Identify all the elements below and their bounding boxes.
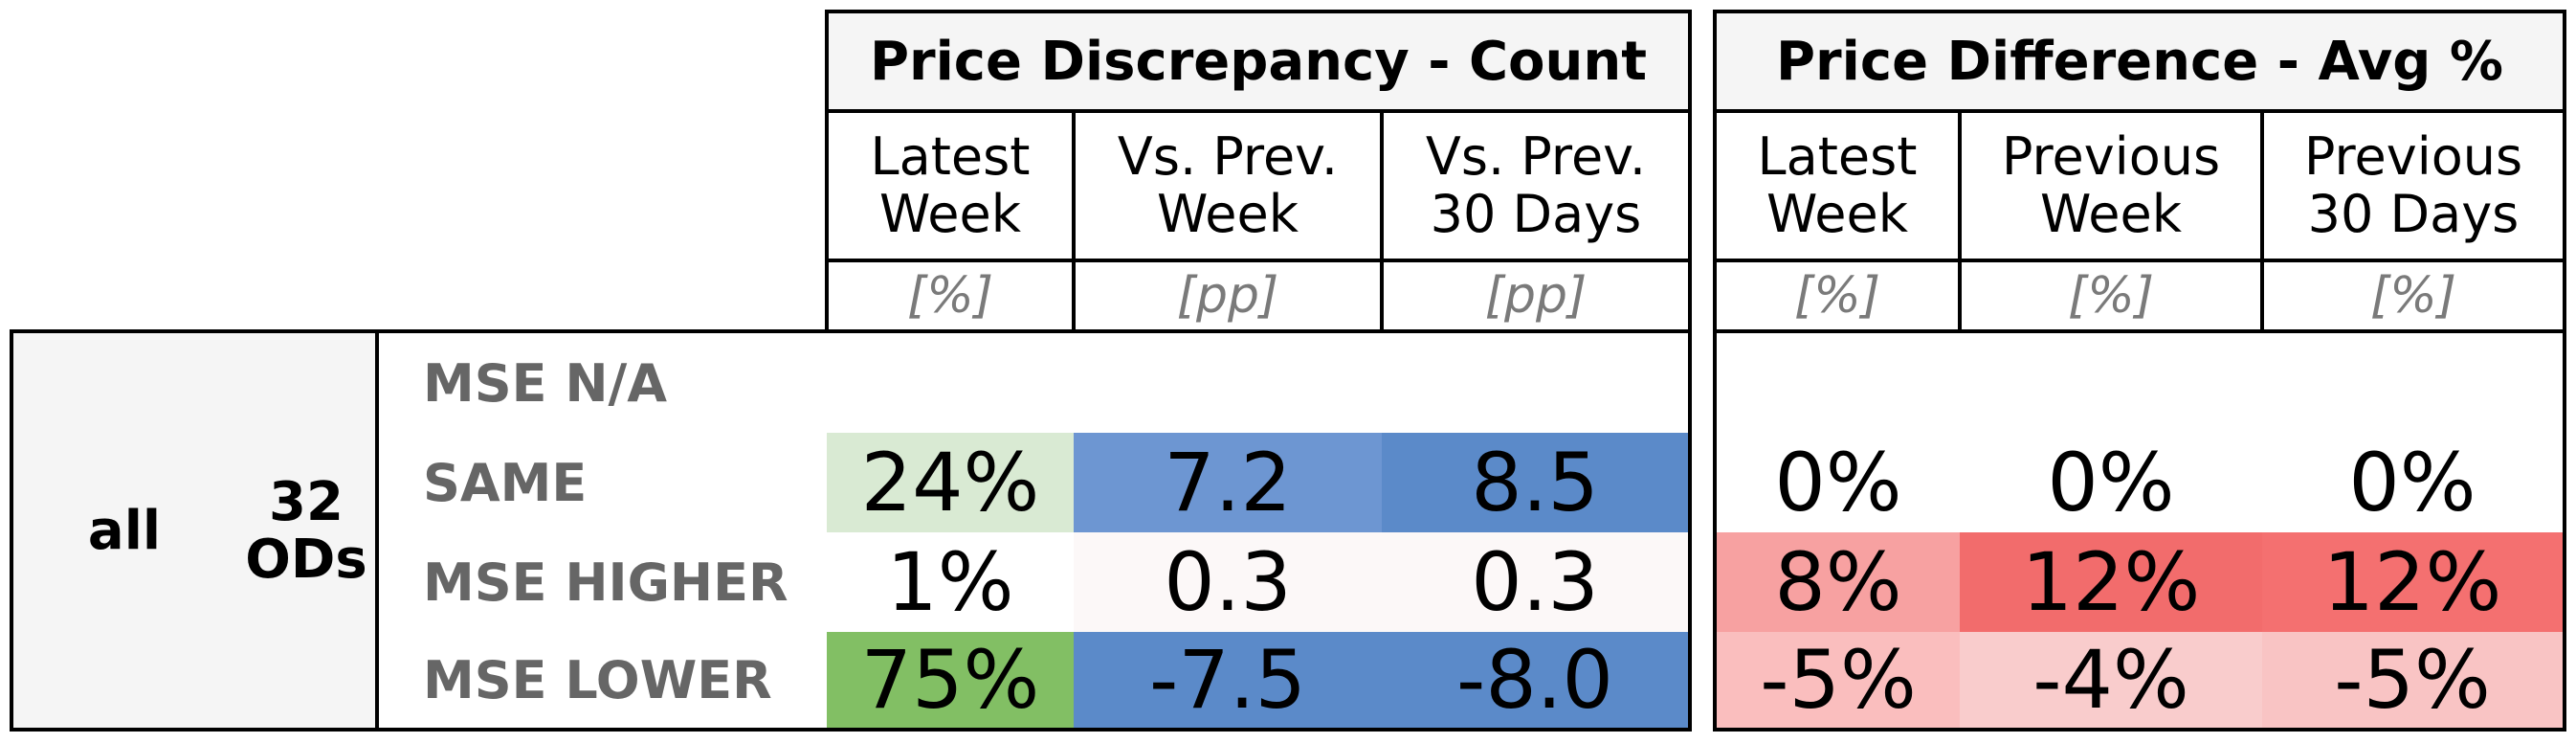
column-header: Vs. Prev. Week bbox=[1117, 126, 1339, 244]
data-cell: -7.5 bbox=[1074, 632, 1382, 728]
data-cell: 0% bbox=[2262, 433, 2563, 532]
col-divider bbox=[1380, 113, 1384, 329]
data-cell: -5% bbox=[2262, 632, 2563, 728]
data-cell: 0.3 bbox=[1382, 532, 1688, 632]
row-label: MSE LOWER bbox=[423, 649, 772, 710]
data-cell: 0% bbox=[1960, 433, 2262, 532]
data-cell: 24% bbox=[827, 433, 1074, 532]
data-cell: 8% bbox=[1717, 532, 1960, 632]
data-cell: 8.5 bbox=[1382, 433, 1688, 532]
subheader-frame-count bbox=[825, 109, 1692, 333]
group-title-count: Price Discrepancy - Count bbox=[825, 10, 1692, 113]
data-cell: 75% bbox=[827, 632, 1074, 728]
column-header: Previous Week bbox=[2001, 126, 2221, 244]
row-label: SAME bbox=[423, 452, 588, 513]
segment-panel bbox=[13, 333, 375, 728]
col-divider bbox=[1072, 113, 1076, 329]
unit-row-divider-avg bbox=[1717, 259, 2563, 262]
data-cell: -4% bbox=[1960, 632, 2262, 728]
data-cell: -8.0 bbox=[1382, 632, 1688, 728]
column-unit: [pp] bbox=[1484, 267, 1588, 325]
column-header: Latest Week bbox=[1757, 126, 1918, 244]
data-cell: 0% bbox=[1717, 433, 1960, 532]
column-unit: [%] bbox=[2068, 267, 2154, 325]
col-divider bbox=[1958, 113, 1962, 329]
column-unit: [%] bbox=[1794, 267, 1880, 325]
data-cell: 1% bbox=[827, 532, 1074, 632]
column-unit: [pp] bbox=[1176, 267, 1279, 325]
group-title-avg: Price Difference - Avg % bbox=[1713, 10, 2566, 113]
unit-row-divider-count bbox=[829, 259, 1688, 262]
od-count-label: 32 ODs bbox=[245, 471, 367, 591]
data-cell: -5% bbox=[1717, 632, 1960, 728]
row-label: MSE N/A bbox=[423, 352, 668, 414]
column-header: Vs. Prev. 30 Days bbox=[1425, 126, 1647, 244]
column-unit: [%] bbox=[2370, 267, 2456, 325]
col-divider bbox=[2260, 113, 2264, 329]
column-header: Latest Week bbox=[870, 126, 1031, 244]
data-cell: 0.3 bbox=[1074, 532, 1382, 632]
column-unit: [%] bbox=[907, 267, 993, 325]
column-header: Previous 30 Days bbox=[2303, 126, 2523, 244]
data-cell: 7.2 bbox=[1074, 433, 1382, 532]
segment-label: all bbox=[87, 500, 162, 562]
data-cell: 12% bbox=[2262, 532, 2563, 632]
subheader-frame-avg bbox=[1713, 109, 2566, 333]
segment-divider bbox=[375, 333, 379, 728]
row-label: MSE HIGHER bbox=[423, 552, 788, 613]
data-cell: 12% bbox=[1960, 532, 2262, 632]
